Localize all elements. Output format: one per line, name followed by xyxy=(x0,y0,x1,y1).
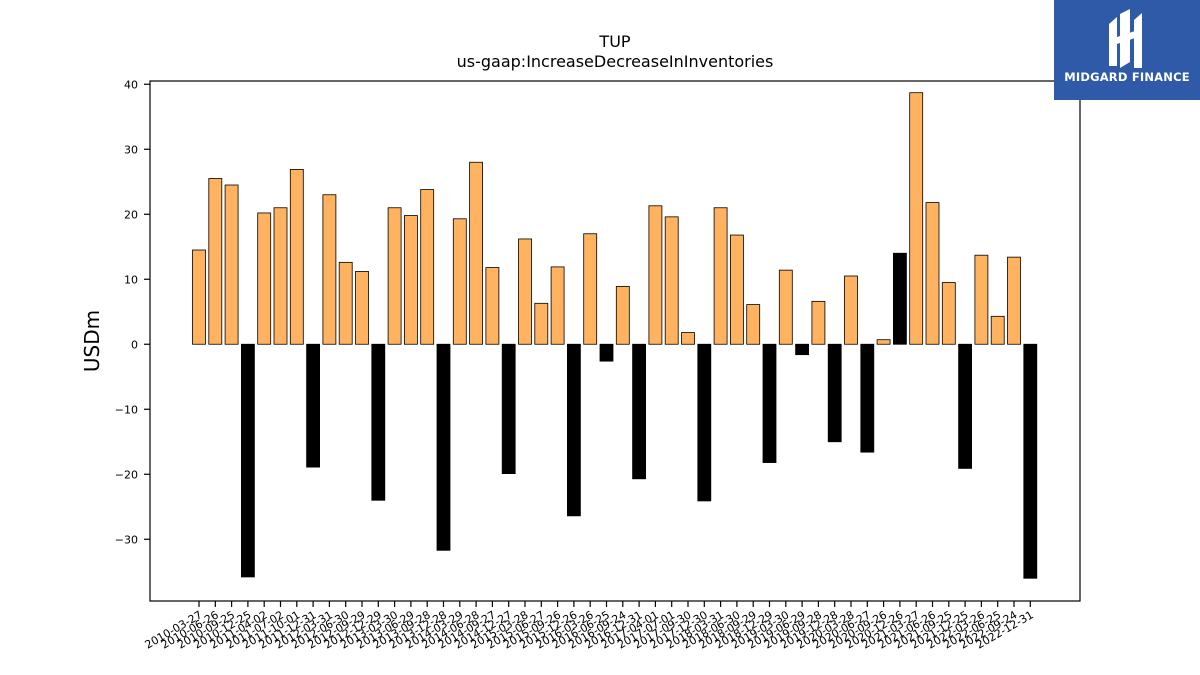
bar-2012-12-29 xyxy=(371,343,386,501)
bar-2012-06-30 xyxy=(338,261,353,345)
bar-2013-06-29 xyxy=(403,215,418,345)
bar-2010-09-25 xyxy=(224,184,239,345)
bar-2017-09-30 xyxy=(681,332,695,345)
bar-2019-09-28 xyxy=(811,300,826,345)
bar-2022-09-24 xyxy=(1007,256,1021,345)
bar-2012-03-31 xyxy=(322,194,337,345)
bar-2013-09-28 xyxy=(420,189,435,345)
bar-2014-06-28 xyxy=(469,161,484,345)
bar-2013-12-28 xyxy=(436,343,451,551)
bar-2011-07-02 xyxy=(273,207,288,345)
bar-2018-03-31 xyxy=(713,207,728,345)
bar-2012-09-29 xyxy=(355,271,369,345)
bar-2014-03-29 xyxy=(452,218,467,345)
bar-2019-12-28 xyxy=(827,343,842,443)
logo-icon xyxy=(1109,9,1142,68)
bar-2021-03-27 xyxy=(909,92,924,345)
bar-2014-12-27 xyxy=(501,343,516,475)
bar-2016-06-25 xyxy=(599,343,614,362)
bar-2021-06-26 xyxy=(925,202,940,345)
bar-2015-06-27 xyxy=(534,302,549,345)
y-tick-label: 20 xyxy=(124,208,138,221)
bar-2011-10-01 xyxy=(289,168,304,345)
bar-2010-06-26 xyxy=(208,178,223,345)
bar-2016-09-24 xyxy=(615,285,630,345)
bar-2016-03-26 xyxy=(583,233,598,345)
logo-wordmark: MIDGARD FINANCE xyxy=(1064,70,1190,84)
plot-frame xyxy=(149,80,1081,602)
bar-2017-12-30 xyxy=(697,343,712,502)
bar-2015-09-26 xyxy=(550,266,565,345)
bar-2020-09-26 xyxy=(876,339,891,345)
bar-2017-07-01 xyxy=(664,216,679,345)
bar-2017-04-01 xyxy=(648,205,663,345)
chart-title: TUP xyxy=(599,32,631,51)
bar-2021-09-25 xyxy=(941,282,956,345)
bar-2015-12-26 xyxy=(567,343,581,517)
bar-2018-09-29 xyxy=(746,304,761,345)
bar-2018-06-30 xyxy=(730,234,744,345)
bar-2018-12-29 xyxy=(762,343,777,463)
bar-2011-04-02 xyxy=(257,212,272,345)
y-tick-label: 30 xyxy=(124,143,138,156)
bar-2022-06-25 xyxy=(990,315,1005,345)
bar-2010-03-27 xyxy=(192,249,206,345)
bar-2022-12-31 xyxy=(1023,343,1038,579)
bars xyxy=(192,92,1038,579)
bar-2020-03-28 xyxy=(844,275,858,345)
bar-2021-12-25 xyxy=(958,343,972,469)
bar-2011-12-31 xyxy=(306,343,321,468)
bar-2010-12-25 xyxy=(240,343,255,578)
bar-2020-12-26 xyxy=(893,252,907,345)
bar-2019-06-29 xyxy=(795,343,809,356)
bar-2022-03-26 xyxy=(974,254,989,345)
bar-2013-03-30 xyxy=(387,207,402,345)
logo: MIDGARD FINANCE xyxy=(1054,0,1200,100)
y-axis: −30 −20 −10 0 10 20 30 40 xyxy=(115,78,150,546)
y-axis-label: USDm xyxy=(80,310,104,372)
y-tick-label: 40 xyxy=(124,78,138,91)
bar-2014-09-27 xyxy=(485,267,500,345)
bar-2019-03-30 xyxy=(778,269,793,345)
y-tick-label: −10 xyxy=(115,403,138,416)
y-tick-label: −30 xyxy=(115,533,138,546)
chart-subtitle: us-gaap:IncreaseDecreaseInInventories xyxy=(456,52,774,71)
y-tick-label: 0 xyxy=(131,338,138,351)
y-tick-label: −20 xyxy=(115,468,138,481)
x-axis: 2010-03-272010-06-262010-09-252010-12-25… xyxy=(143,601,1036,652)
bar-2015-03-28 xyxy=(518,238,532,345)
bar-2020-06-27 xyxy=(860,343,875,453)
y-tick-label: 10 xyxy=(124,273,138,286)
bar-2016-12-31 xyxy=(632,343,646,480)
